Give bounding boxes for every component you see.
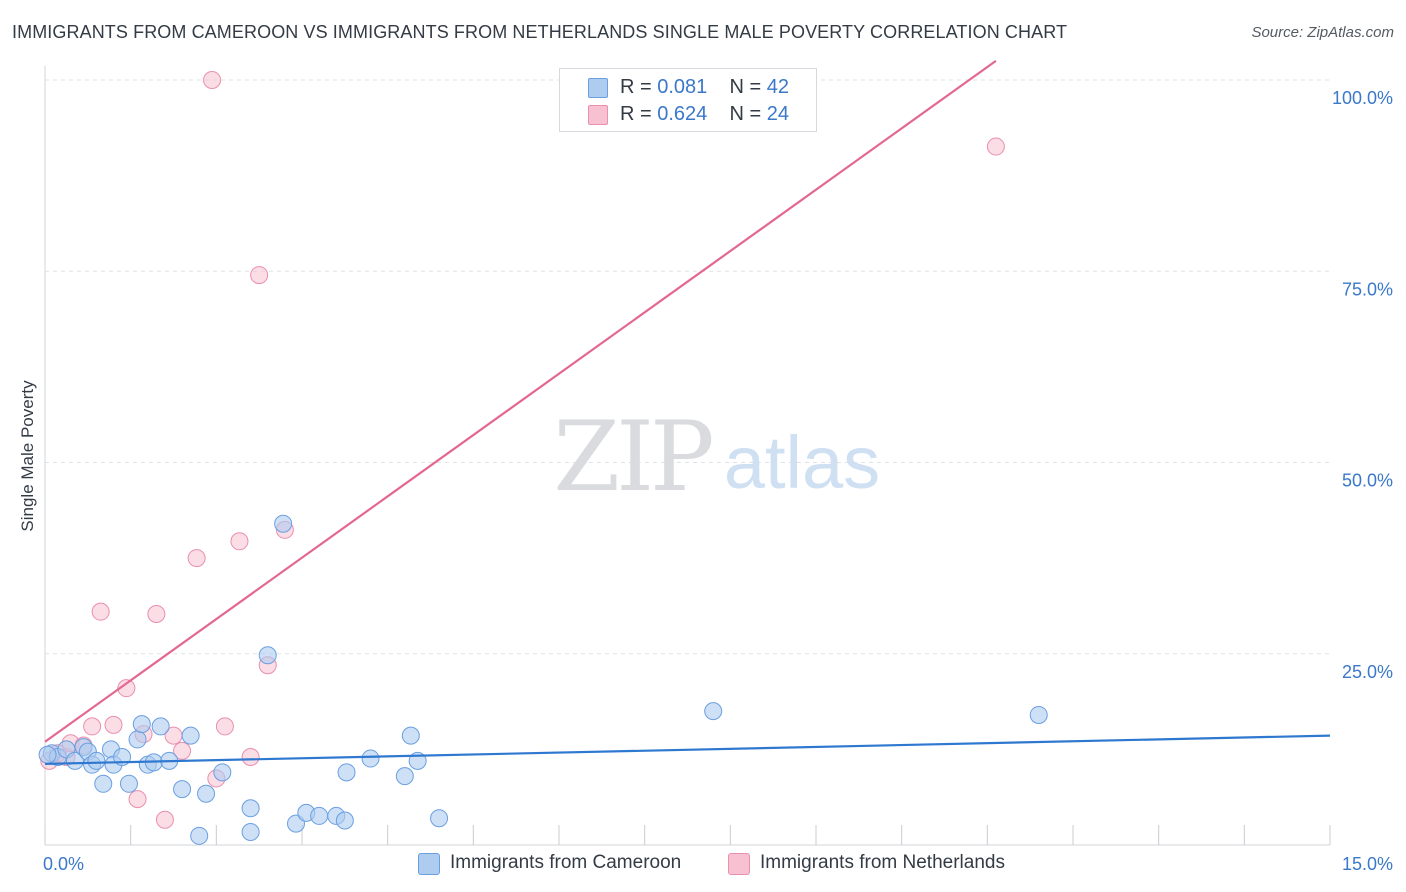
x-tick-label: 0.0% bbox=[43, 854, 84, 874]
cameroon-point bbox=[361, 749, 380, 768]
cameroon-point bbox=[1029, 705, 1048, 724]
cameroon-point bbox=[87, 751, 106, 770]
legend-n-value: 24 bbox=[766, 103, 790, 125]
legend-n-value: 42 bbox=[766, 76, 790, 98]
cameroon-point bbox=[151, 717, 170, 736]
netherlands-point bbox=[104, 715, 123, 734]
legend-n-label: N = bbox=[729, 76, 767, 98]
cameroon-point bbox=[213, 763, 232, 782]
netherlands-point bbox=[250, 266, 269, 285]
cameroon-points bbox=[38, 514, 1048, 845]
netherlands-trend-line bbox=[44, 59, 997, 743]
y-tick-label: 75.0% bbox=[1342, 279, 1393, 299]
netherlands-point bbox=[187, 549, 206, 568]
y-tick-label: 50.0% bbox=[1342, 471, 1393, 491]
legend-swatch-netherlands bbox=[588, 105, 608, 125]
chart-title: IMMIGRANTS FROM CAMEROON VS IMMIGRANTS F… bbox=[12, 22, 1068, 42]
netherlands-point bbox=[230, 532, 249, 551]
legend-r-label: R = bbox=[620, 76, 658, 98]
netherlands-point bbox=[128, 790, 147, 809]
netherlands-point bbox=[173, 741, 192, 760]
y-axis-label: Single Male Poverty bbox=[18, 380, 37, 532]
netherlands-point bbox=[203, 71, 222, 89]
netherlands-point bbox=[117, 679, 136, 698]
bottom-legend-label: Immigrants from Netherlands bbox=[760, 852, 1005, 873]
netherlands-point bbox=[83, 717, 102, 736]
cameroon-point bbox=[94, 774, 113, 793]
netherlands-point bbox=[215, 717, 234, 736]
netherlands-point bbox=[147, 604, 166, 623]
netherlands-point bbox=[986, 137, 1005, 156]
bottom-legend-label: Immigrants from Cameroon bbox=[450, 852, 682, 873]
cameroon-point bbox=[310, 806, 329, 825]
legend-n-label: N = bbox=[729, 103, 767, 125]
y-tick-label: 25.0% bbox=[1342, 662, 1393, 682]
x-tick-label: 15.0% bbox=[1342, 854, 1393, 874]
legend-r-label: R = bbox=[620, 103, 658, 125]
cameroon-point bbox=[258, 646, 277, 665]
source-label: Source: ZipAtlas.com bbox=[1251, 24, 1394, 41]
cameroon-point bbox=[335, 811, 354, 830]
cameroon-point bbox=[132, 715, 151, 734]
legend-r-value: 0.624 bbox=[657, 103, 708, 125]
watermark-zip: ZIP bbox=[553, 401, 712, 513]
cameroon-point bbox=[65, 751, 84, 770]
tick-labels: 25.0% 50.0% 75.0% 100.0% 0.0% 15.0% bbox=[43, 88, 1393, 874]
cameroon-point bbox=[395, 767, 414, 786]
grid-layer bbox=[45, 79, 1330, 655]
y-tick-label: 100.0% bbox=[1332, 88, 1393, 108]
correlation-legend: R = 0.081 N = 42 R = 0.624 N = 24 bbox=[559, 68, 817, 132]
cameroon-point bbox=[197, 784, 216, 803]
trend-lines bbox=[44, 59, 1331, 766]
cameroon-point bbox=[181, 726, 200, 745]
watermark-atlas: atlas bbox=[724, 421, 880, 504]
cameroon-trend-line bbox=[44, 734, 1331, 766]
cameroon-point bbox=[128, 730, 147, 749]
legend-swatch-cameroon bbox=[588, 78, 608, 98]
netherlands-point bbox=[241, 748, 260, 767]
watermark: ZIP atlas bbox=[553, 401, 880, 513]
legend-r-value: 0.081 bbox=[657, 76, 708, 98]
cameroon-point bbox=[704, 702, 723, 721]
cameroon-point bbox=[430, 809, 449, 828]
cameroon-point bbox=[241, 822, 260, 841]
cameroon-point bbox=[173, 780, 192, 799]
cameroon-point bbox=[190, 826, 209, 845]
bottom-legend-swatch-netherlands bbox=[728, 853, 750, 875]
netherlands-point bbox=[91, 602, 110, 621]
cameroon-point bbox=[401, 726, 420, 745]
cameroon-point bbox=[241, 799, 260, 818]
cameroon-point bbox=[274, 514, 293, 533]
cameroon-point bbox=[38, 745, 57, 764]
cameroon-point bbox=[119, 774, 138, 793]
axes-layer bbox=[44, 66, 1331, 846]
netherlands-point bbox=[155, 810, 174, 829]
cameroon-point bbox=[337, 763, 356, 782]
bottom-legend-swatch-cameroon bbox=[418, 853, 440, 875]
